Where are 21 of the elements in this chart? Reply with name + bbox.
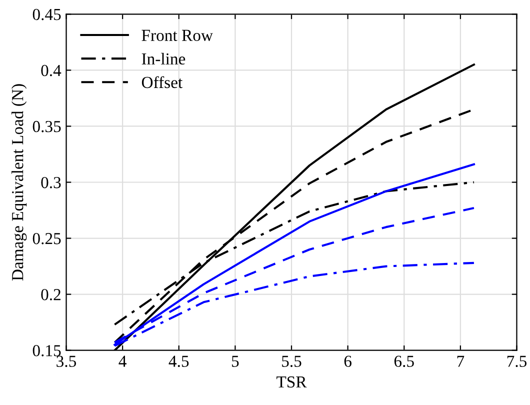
legend-label: In-line [142,52,186,65]
y-tick-label: 0.25 [32,232,61,244]
y-tick-label: 0.3 [41,176,61,188]
legend-label: Front Row [142,30,213,42]
x-tick-label: 5 [232,356,239,367]
y-tick-label: 0.4 [41,64,62,76]
x-tick-label: 3.5 [56,356,76,367]
x-tick-label: 6 [344,356,352,367]
y-tick-label: 0.2 [41,289,60,300]
x-tick-label: 4.5 [168,356,189,367]
y-axis-title: Damage Equivalent Load (N) [12,84,27,281]
y-tick-label: 0.15 [32,345,61,356]
x-tick-label: 4 [118,356,126,367]
x-tick-label: 7 [457,356,464,367]
y-tick-label: 0.45 [32,8,61,20]
y-tick-label: 0.35 [32,120,61,132]
legend-label: Offset [142,76,183,88]
x-tick-label: 5.5 [282,356,302,367]
x-tick-label: 7.5 [507,356,527,367]
x-tick-label: 6.5 [394,356,414,367]
x-axis-title: TSR [276,376,307,388]
